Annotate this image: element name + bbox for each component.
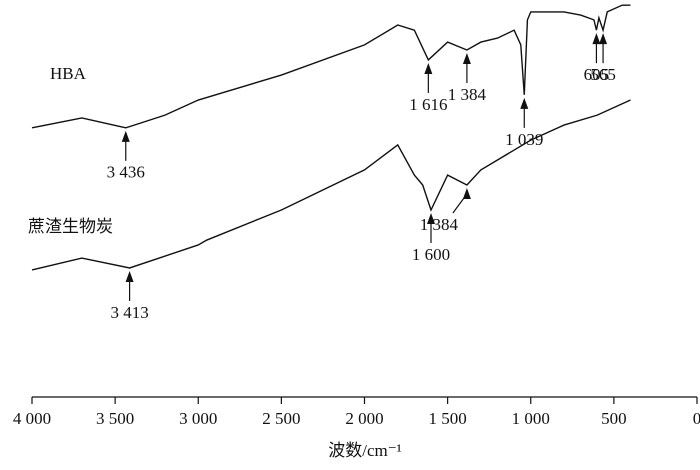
x-tick-label: 3 000	[179, 409, 217, 428]
arrow-head	[125, 270, 134, 282]
annotation-label: 1 616	[409, 95, 447, 114]
annotation-label: 3 413	[110, 303, 148, 322]
annotation-label: 565	[590, 65, 616, 84]
annotation-label: 1 384	[448, 85, 487, 104]
x-tick-label: 3 500	[96, 409, 134, 428]
series-label: HBA	[50, 64, 87, 83]
annotation-label: 1 600	[412, 245, 450, 264]
x-tick-label: 1 000	[512, 409, 550, 428]
x-axis-title: 波数/cm⁻¹	[328, 441, 402, 460]
annotation-label: 1 384	[420, 215, 459, 234]
series-label: 蔗渣生物炭	[28, 217, 113, 236]
spectrum-line	[31, 99, 631, 271]
arrow-head	[592, 33, 601, 45]
arrow-head	[424, 62, 433, 74]
arrow-head	[462, 188, 471, 200]
x-tick-label: 500	[601, 409, 627, 428]
annotation-label: 1 039	[505, 130, 543, 149]
x-tick-label: 0	[693, 409, 700, 428]
annotation-label: 605	[584, 65, 610, 84]
arrow-head	[462, 53, 471, 65]
x-tick-label: 2 000	[345, 409, 383, 428]
arrow-head	[121, 130, 130, 142]
x-tick-label: 4 000	[13, 409, 51, 428]
x-tick-label: 1 500	[429, 409, 467, 428]
annotation-label: 3 436	[107, 163, 145, 182]
arrow-head	[427, 213, 435, 225]
spectrum-line	[31, 4, 631, 129]
x-tick-label: 2 500	[262, 409, 300, 428]
arrow-head	[599, 33, 608, 45]
arrow-head	[520, 97, 529, 109]
